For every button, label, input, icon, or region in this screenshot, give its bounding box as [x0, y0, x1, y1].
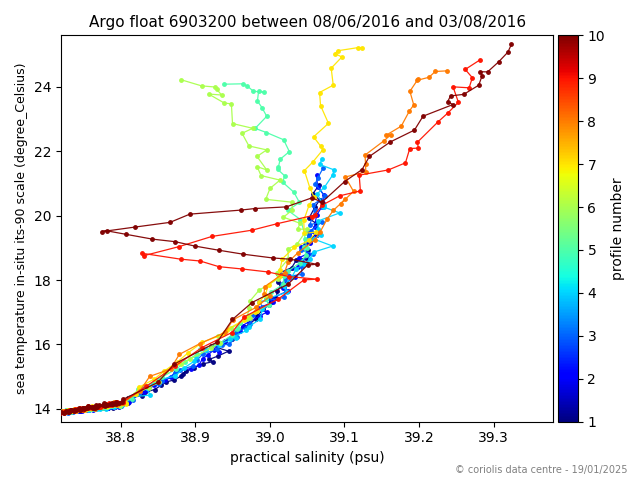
Text: © coriolis data centre - 19/01/2025: © coriolis data centre - 19/01/2025: [454, 465, 627, 475]
Title: Argo float 6903200 between 08/06/2016 and 03/08/2016: Argo float 6903200 between 08/06/2016 an…: [88, 15, 525, 30]
Y-axis label: sea temperature in-situ its-90 scale (degree_Celsius): sea temperature in-situ its-90 scale (de…: [15, 63, 28, 394]
Y-axis label: profile number: profile number: [611, 177, 625, 280]
X-axis label: practical salinity (psu): practical salinity (psu): [230, 451, 385, 465]
